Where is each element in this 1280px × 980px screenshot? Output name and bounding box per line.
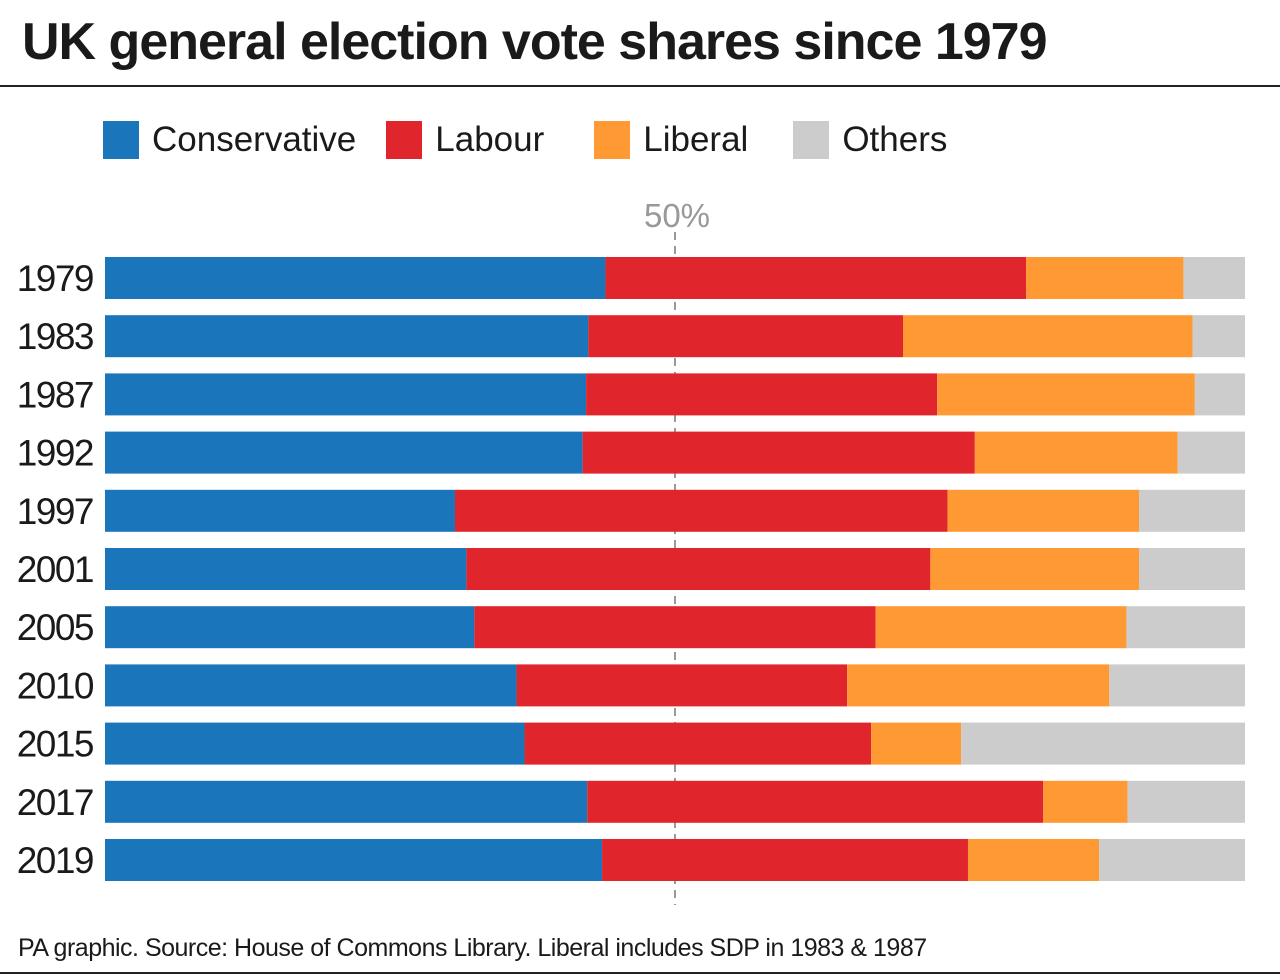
bar-labour-1983 [588, 315, 903, 358]
bar-others-1992 [1177, 431, 1245, 474]
bar-conservative-2005 [105, 606, 475, 649]
bar-labour-1992 [582, 431, 975, 474]
fifty-percent-label: 50% [644, 197, 710, 234]
legend-label: Liberal [643, 120, 749, 159]
bar-liberal-2010 [847, 664, 1110, 707]
bar-labour-2017 [587, 780, 1044, 823]
bar-liberal-1979 [1026, 257, 1184, 299]
bar-conservative-2015 [105, 722, 525, 765]
bar-others-2001 [1138, 548, 1245, 590]
bar-conservative-2010 [105, 664, 517, 707]
bar-others-1997 [1138, 489, 1245, 532]
bar-labour-2001 [466, 548, 931, 590]
legend-swatch [793, 121, 830, 159]
year-label: 1997 [17, 491, 93, 532]
bar-labour-1979 [605, 257, 1027, 299]
bar-chart: 50% 1979 1983 1987 1992 1997 2001 2005 2010 2015… [17, 197, 1245, 905]
bar-liberal-1983 [903, 315, 1193, 358]
bar-others-1987 [1194, 373, 1245, 416]
legend-item-liberal: Liberal [594, 120, 748, 160]
bar-others-2010 [1109, 664, 1245, 707]
legend-swatch [594, 121, 631, 159]
year-label: 1992 [17, 433, 93, 474]
bar-conservative-2001 [105, 548, 467, 590]
bar-liberal-1987 [937, 373, 1195, 416]
bar-liberal-2005 [875, 606, 1127, 649]
bar-liberal-2001 [930, 548, 1139, 590]
bar-conservative-1983 [105, 315, 589, 358]
bar-liberal-1997 [947, 489, 1139, 532]
bar-others-2017 [1127, 780, 1245, 823]
bottom-rule [0, 972, 1280, 974]
legend-label: Labour [435, 120, 545, 159]
legend-item-conservative: Conservative [103, 120, 356, 160]
bar-labour-2010 [516, 664, 848, 707]
bar-labour-2005 [474, 606, 876, 649]
bar-conservative-2019 [105, 839, 603, 881]
bar-labour-1997 [454, 489, 948, 532]
year-label: 2010 [17, 665, 94, 706]
bar-others-2005 [1126, 606, 1245, 649]
legend-swatch [386, 121, 423, 159]
bar-conservative-1997 [105, 489, 455, 532]
legend-item-labour: Labour [386, 120, 544, 160]
legend-label: Conservative [152, 120, 357, 159]
year-label: 2015 [17, 724, 94, 765]
bar-conservative-1987 [105, 373, 587, 416]
bar-labour-2019 [602, 839, 968, 881]
year-label: 2005 [17, 607, 94, 648]
bar-others-1983 [1192, 315, 1245, 358]
bar-liberal-1992 [974, 431, 1178, 474]
year-label: 2019 [17, 840, 93, 881]
year-label: 2017 [17, 782, 93, 823]
bar-others-2019 [1099, 839, 1245, 881]
bar-liberal-2015 [871, 722, 962, 765]
legend-swatch [103, 121, 139, 159]
bar-labour-2015 [524, 722, 872, 765]
legend-label: Others [842, 120, 948, 159]
bar-conservative-1992 [105, 431, 583, 474]
bar-conservative-2017 [105, 780, 588, 823]
year-label: 1987 [17, 374, 93, 415]
source-note: PA graphic. Source: House of Commons Lib… [18, 934, 927, 962]
bar-others-2015 [961, 722, 1245, 765]
year-label: 1979 [17, 258, 93, 299]
legend: Conservative Labour Liberal Others [103, 120, 977, 160]
bar-liberal-2017 [1043, 780, 1128, 823]
bar-labour-1987 [586, 373, 938, 416]
chart-title: UK general election vote shares since 19… [22, 13, 1048, 71]
year-label: 1983 [17, 316, 93, 357]
bar-liberal-2019 [967, 839, 1100, 881]
bar-conservative-1979 [105, 257, 606, 299]
title-rule [0, 85, 1280, 87]
bar-others-1979 [1183, 257, 1245, 299]
year-label: 2001 [17, 549, 93, 590]
legend-item-others: Others [793, 120, 947, 160]
